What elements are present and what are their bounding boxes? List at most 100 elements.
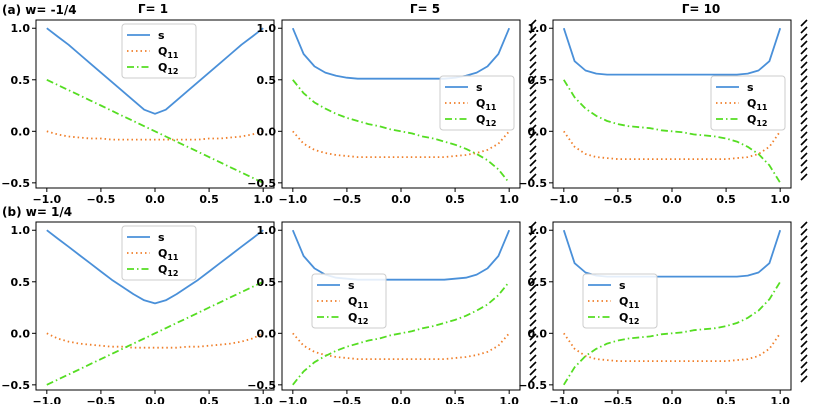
hatch-stroke xyxy=(529,263,537,271)
hatch-stroke xyxy=(800,256,808,264)
x-tick-label: 1.0 xyxy=(499,395,519,404)
y-tick-label: −0.5 xyxy=(518,379,547,392)
x-tick-label: 0.0 xyxy=(145,193,165,206)
hatch-stroke xyxy=(800,270,808,278)
hatch-stroke xyxy=(800,291,808,299)
y-tick-label: 1.0 xyxy=(528,224,548,237)
hatch-stroke xyxy=(529,347,537,355)
legend-label-s: s xyxy=(158,29,165,42)
hatch-stroke xyxy=(800,368,808,376)
hatch-stroke xyxy=(529,221,537,229)
hatch-stroke xyxy=(800,298,808,306)
hatch-stroke xyxy=(529,291,537,299)
hatch-stroke xyxy=(800,159,808,167)
hatch-stroke xyxy=(800,333,808,341)
series-line-q12 xyxy=(46,280,264,386)
hatch-stroke xyxy=(800,54,808,62)
hatch-stroke xyxy=(800,312,808,320)
hatch-stroke xyxy=(800,47,808,55)
legend-label-s: s xyxy=(476,81,483,94)
legend-subscript: 11 xyxy=(628,301,640,310)
row-label-a: (a) w= -1/4 xyxy=(2,3,77,17)
x-tick-label: −0.5 xyxy=(333,395,362,404)
legend-box xyxy=(582,273,658,329)
x-tick-label: 0.0 xyxy=(391,395,411,404)
x-tick-label: 1.0 xyxy=(253,193,273,206)
hatch-stroke xyxy=(800,68,808,76)
hatch-stroke xyxy=(529,82,537,90)
hatch-stroke xyxy=(800,40,808,48)
y-tick-label: 0.0 xyxy=(11,327,31,340)
x-tick-label: 1.0 xyxy=(499,193,519,206)
hatch-stroke xyxy=(529,152,537,160)
hatch-stroke xyxy=(529,68,537,76)
y-tick-label: 0.0 xyxy=(528,327,548,340)
legend-box xyxy=(710,75,786,131)
hatch-stroke xyxy=(800,110,808,118)
legend-subscript: 12 xyxy=(167,269,178,278)
hatch-stroke xyxy=(800,249,808,257)
legend-subscript: 11 xyxy=(167,253,179,262)
hatch-stroke xyxy=(529,110,537,118)
hatch-stroke xyxy=(800,263,808,271)
hatch-stroke xyxy=(800,340,808,348)
legend-box xyxy=(121,23,197,79)
hatch-stroke xyxy=(529,40,537,48)
hatch-stroke xyxy=(800,124,808,132)
x-tick-label: 0.5 xyxy=(445,193,465,206)
hatch-stroke xyxy=(529,340,537,348)
hatch-stroke xyxy=(529,333,537,341)
hatch-stroke xyxy=(529,228,537,236)
x-tick-label: 0.5 xyxy=(199,193,219,206)
y-tick-label: −0.5 xyxy=(518,177,547,190)
y-tick-label: −0.5 xyxy=(247,379,276,392)
x-tick-label: 1.0 xyxy=(253,395,273,404)
series-line-s xyxy=(291,27,511,80)
hatch-stroke xyxy=(800,173,808,181)
hatch-stroke xyxy=(800,75,808,83)
hatch-stroke xyxy=(529,235,537,243)
hatch-stroke xyxy=(800,221,808,229)
hatch-stroke xyxy=(529,242,537,250)
hatch-stroke xyxy=(800,326,808,334)
series-line-q12 xyxy=(46,78,264,184)
hatch-stroke xyxy=(529,312,537,320)
hatch-stroke xyxy=(800,347,808,355)
x-tick-label: 1.0 xyxy=(770,193,790,206)
x-tick-label: 0.0 xyxy=(662,193,682,206)
hatch-stroke xyxy=(529,117,537,125)
legend-label-s: s xyxy=(619,279,626,292)
hatch-stroke xyxy=(529,305,537,313)
column-title-gamma-1: Γ= 1 xyxy=(138,2,168,16)
hatch-stroke xyxy=(529,138,537,146)
hatch-stroke xyxy=(529,298,537,306)
x-tick-label: 0.0 xyxy=(662,395,682,404)
hatch-stroke xyxy=(800,33,808,41)
legend-subscript: 12 xyxy=(628,317,639,326)
panel-edge-hatch xyxy=(529,19,537,181)
hatch-stroke xyxy=(529,26,537,34)
x-tick-label: −0.5 xyxy=(604,395,633,404)
y-tick-label: 0.5 xyxy=(257,74,277,87)
hatch-stroke xyxy=(529,368,537,376)
x-tick-label: −0.5 xyxy=(333,193,362,206)
plot-panels: −1.0 −0.5 0.0 0.5 1.0−0.50.00.51.0sQ11Q12−1.… xyxy=(1,19,808,404)
legend-box xyxy=(311,273,387,329)
hatch-stroke xyxy=(800,228,808,236)
hatch-stroke xyxy=(529,33,537,41)
legend-subscript: 12 xyxy=(756,119,767,128)
x-tick-label: 1.0 xyxy=(770,395,790,404)
series-line-q12 xyxy=(563,281,781,386)
hatch-stroke xyxy=(529,159,537,167)
hatch-stroke xyxy=(800,138,808,146)
legend-subscript: 12 xyxy=(485,119,496,128)
